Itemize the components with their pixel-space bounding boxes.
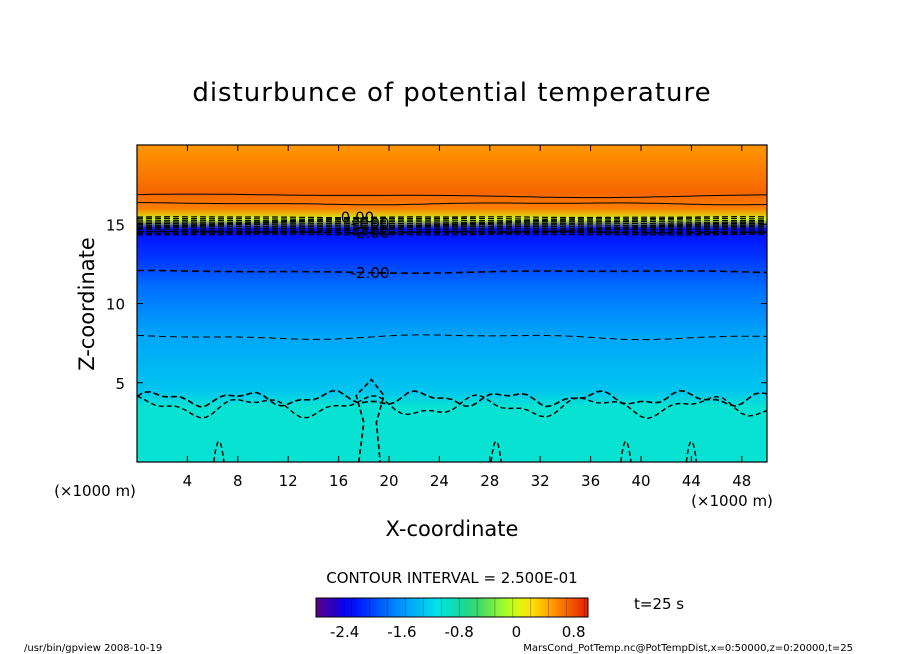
contour-interval-label: CONTOUR INTERVAL = 2.500E-01	[326, 569, 577, 587]
y-unit-label: (×1000 m)	[54, 482, 136, 500]
contour-line	[137, 334, 767, 341]
contour-line	[137, 193, 767, 199]
chart-title: disturbunce of potential temperature	[192, 78, 711, 108]
colorbar-ticks: -2.4 -1.6 -0.8 0 0.8	[315, 598, 586, 641]
contour-line	[137, 219, 767, 222]
contour-line	[137, 202, 767, 206]
y-axis-ticks: 5 10 15	[106, 216, 767, 393]
x-tick-label: 28	[480, 472, 499, 490]
contour-line	[137, 215, 767, 219]
footer-right: MarsCond_PotTemp.nc@PotTempDist,x=0:5000…	[523, 643, 853, 654]
y-axis-label: Z-coordinate	[75, 237, 99, 371]
contour-line	[137, 233, 767, 236]
colorbar-tick-label: 0	[512, 623, 522, 641]
colorbar-fill	[315, 597, 589, 618]
x-tick-label: 24	[430, 472, 449, 490]
contour-label: -1.00	[351, 215, 390, 233]
field-fill	[137, 145, 767, 462]
x-tick-label: 36	[581, 472, 600, 490]
x-tick-label: 8	[233, 472, 243, 490]
time-label: t=25 s	[634, 595, 684, 613]
x-unit-label: (×1000 m)	[691, 492, 773, 510]
footer-left: /usr/bin/gpview 2008-10-19	[24, 643, 162, 654]
x-tick-label: 44	[682, 472, 701, 490]
colorbar: -2.4 -1.6 -0.8 0 0.8	[315, 597, 589, 641]
x-tick-label: 16	[329, 472, 348, 490]
contour-line	[137, 269, 767, 274]
x-tick-label: 48	[732, 472, 751, 490]
contour-label: -2.00	[351, 264, 390, 282]
contour-line	[137, 224, 767, 227]
contour-line	[137, 217, 767, 220]
colorbar-tick-label: 0.8	[562, 623, 586, 641]
contour-line	[137, 228, 767, 231]
x-tick-label: 20	[379, 472, 398, 490]
y-tick-label: 10	[106, 296, 125, 314]
contour-lines	[137, 193, 767, 462]
colorbar-tick-label: -1.6	[387, 623, 416, 641]
y-tick-label: 15	[106, 216, 125, 234]
x-tick-label: 4	[183, 472, 193, 490]
x-axis-label: X-coordinate	[386, 517, 519, 541]
contour-label: 0.00	[341, 208, 374, 226]
contour-line-plume	[355, 378, 385, 462]
x-axis-ticks: 4 8 12 16 20 24 28 32 36 40 44 48	[183, 145, 751, 490]
contour-line	[137, 230, 767, 234]
contour-labels: 0.00-1.00-2.00-2.00	[341, 208, 390, 281]
plot-area: 0.00-1.00-2.00-2.00	[136, 144, 768, 463]
colorbar-tick-label: -2.4	[330, 623, 359, 641]
contour-line	[137, 227, 767, 230]
contour-line	[137, 220, 767, 223]
y-tick-label: 5	[115, 375, 125, 393]
colorbar-tick-label: -0.8	[445, 623, 474, 641]
x-tick-label: 40	[631, 472, 650, 490]
x-tick-label: 32	[531, 472, 550, 490]
contour-line	[137, 389, 767, 408]
contour-line	[137, 222, 767, 225]
contour-line	[137, 225, 767, 228]
contour-line	[137, 394, 767, 420]
x-tick-label: 12	[279, 472, 298, 490]
contour-line	[137, 230, 767, 233]
contour-label: -2.00	[351, 224, 390, 242]
contour-line	[137, 231, 767, 234]
